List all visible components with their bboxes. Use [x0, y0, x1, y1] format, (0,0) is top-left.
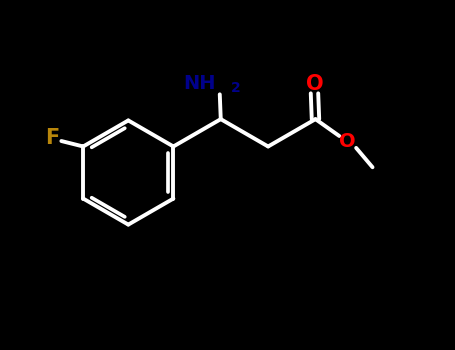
Text: 2: 2 [231, 82, 240, 96]
Text: NH: NH [183, 74, 216, 93]
Text: O: O [306, 75, 324, 94]
Text: O: O [339, 132, 355, 152]
Text: F: F [46, 127, 60, 148]
